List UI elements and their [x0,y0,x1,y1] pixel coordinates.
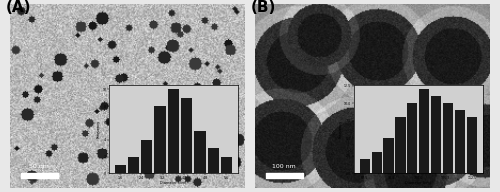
Bar [154,106,166,173]
Text: (B): (B) [250,0,276,15]
Bar [360,159,370,173]
Text: (A): (A) [6,0,31,15]
Text: 50 nm: 50 nm [29,164,49,169]
Bar [221,156,232,173]
Bar [396,117,406,173]
Bar [467,117,477,173]
Bar [419,89,430,173]
Bar [443,103,453,173]
Y-axis label: Frequency: Frequency [338,120,342,138]
Y-axis label: Frequency: Frequency [97,120,101,138]
Bar [372,152,382,173]
Bar [128,156,139,173]
Bar [141,140,152,173]
Bar [114,165,126,173]
Bar [384,138,394,173]
Bar [431,96,442,173]
Bar [168,89,179,173]
X-axis label: Diameter (nm): Diameter (nm) [160,181,186,185]
Bar [194,131,205,173]
Bar [208,148,219,173]
Bar [181,98,192,173]
X-axis label: Diameter (nm): Diameter (nm) [405,181,431,185]
Bar [455,110,465,173]
Text: 100 nm: 100 nm [272,164,295,169]
Bar [408,103,418,173]
